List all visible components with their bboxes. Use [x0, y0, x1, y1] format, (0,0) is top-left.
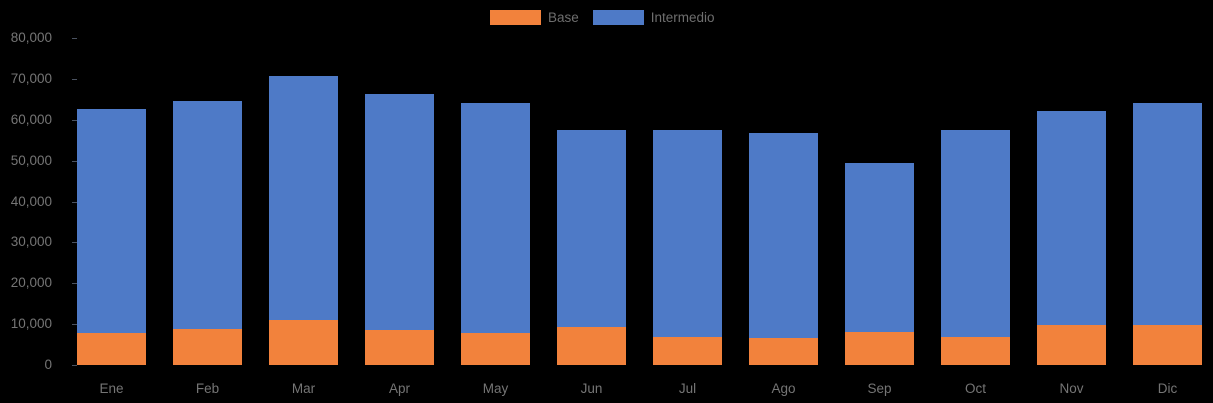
y-axis-tick-mark — [72, 242, 77, 244]
y-axis-tick-mark — [72, 160, 77, 162]
y-axis-tick-label: 40,000 — [10, 193, 52, 209]
y-axis-tick-mark — [72, 119, 77, 121]
y-axis-tick-mark — [72, 78, 77, 80]
x-axis-label-ene: Ene — [99, 381, 124, 396]
y-axis-tick-label: 10,000 — [10, 316, 52, 332]
bar-segment-base-dic[interactable] — [1133, 324, 1202, 365]
y-axis-tick-mark — [72, 38, 77, 39]
legend-label-intermedio[interactable]: Intermedio — [650, 10, 715, 25]
x-axis-label-jul: Jul — [678, 381, 697, 396]
bar-segment-intermedio-mar[interactable] — [269, 76, 338, 321]
bar-segment-intermedio-ene[interactable] — [77, 109, 146, 334]
y-axis-tick-label: 70,000 — [10, 70, 52, 86]
y-axis-tick-label: 80,000 — [10, 30, 52, 45]
y-axis-tick-mark — [72, 365, 77, 366]
bar-segment-base-sep[interactable] — [845, 332, 914, 365]
bar-segment-intermedio-may[interactable] — [461, 102, 530, 333]
bar-segment-base-may[interactable] — [461, 332, 530, 365]
x-axis-label-may: May — [482, 381, 509, 396]
bar-segment-intermedio-nov[interactable] — [1037, 111, 1106, 325]
x-axis-label-feb: Feb — [195, 381, 220, 396]
legend-label-base[interactable]: Base — [548, 10, 579, 25]
x-axis-label-nov: Nov — [1059, 381, 1084, 396]
legend-swatch-base[interactable] — [490, 10, 541, 25]
bar-segment-base-nov[interactable] — [1037, 324, 1106, 365]
legend: Base Intermedio — [490, 10, 729, 25]
x-axis-label-dic: Dic — [1157, 381, 1178, 396]
bar-segment-intermedio-jul[interactable] — [653, 129, 722, 337]
bar-segment-base-oct[interactable] — [941, 336, 1010, 365]
y-axis-tick-mark — [72, 283, 77, 285]
x-axis-label-oct: Oct — [964, 381, 986, 396]
bar-segment-base-feb[interactable] — [173, 329, 242, 365]
x-axis-label-mar: Mar — [291, 381, 316, 396]
bar-segment-base-apr[interactable] — [365, 330, 434, 365]
bar-segment-intermedio-feb[interactable] — [173, 100, 242, 330]
bar-segment-base-jul[interactable] — [653, 336, 722, 365]
y-axis-tick-label: 60,000 — [10, 111, 52, 127]
bar-segment-base-jun[interactable] — [557, 327, 626, 365]
y-axis-tick-mark — [72, 324, 77, 326]
x-axis-label-ago: Ago — [771, 381, 796, 396]
bar-segment-base-ago[interactable] — [749, 337, 818, 365]
bar-segment-intermedio-jun[interactable] — [557, 129, 626, 328]
bar-segment-intermedio-ago[interactable] — [749, 133, 818, 338]
x-axis-label-sep: Sep — [867, 381, 892, 396]
bar-segment-base-ene[interactable] — [77, 333, 146, 365]
x-axis-label-jun: Jun — [580, 381, 603, 396]
bar-segment-base-mar[interactable] — [269, 320, 338, 365]
bar-segment-intermedio-dic[interactable] — [1133, 102, 1202, 325]
y-axis-tick-label: 30,000 — [10, 234, 52, 250]
bar-segment-intermedio-apr[interactable] — [365, 93, 434, 331]
y-axis-tick-label: 20,000 — [10, 275, 52, 291]
y-axis-tick-mark — [72, 201, 77, 203]
y-axis-tick-label: 0 — [44, 357, 52, 372]
bar-segment-intermedio-oct[interactable] — [941, 129, 1010, 337]
bar-segment-intermedio-sep[interactable] — [845, 162, 914, 333]
legend-swatch-intermedio[interactable] — [592, 10, 644, 25]
x-axis-label-apr: Apr — [388, 381, 410, 396]
y-axis-tick-label: 50,000 — [10, 152, 52, 168]
